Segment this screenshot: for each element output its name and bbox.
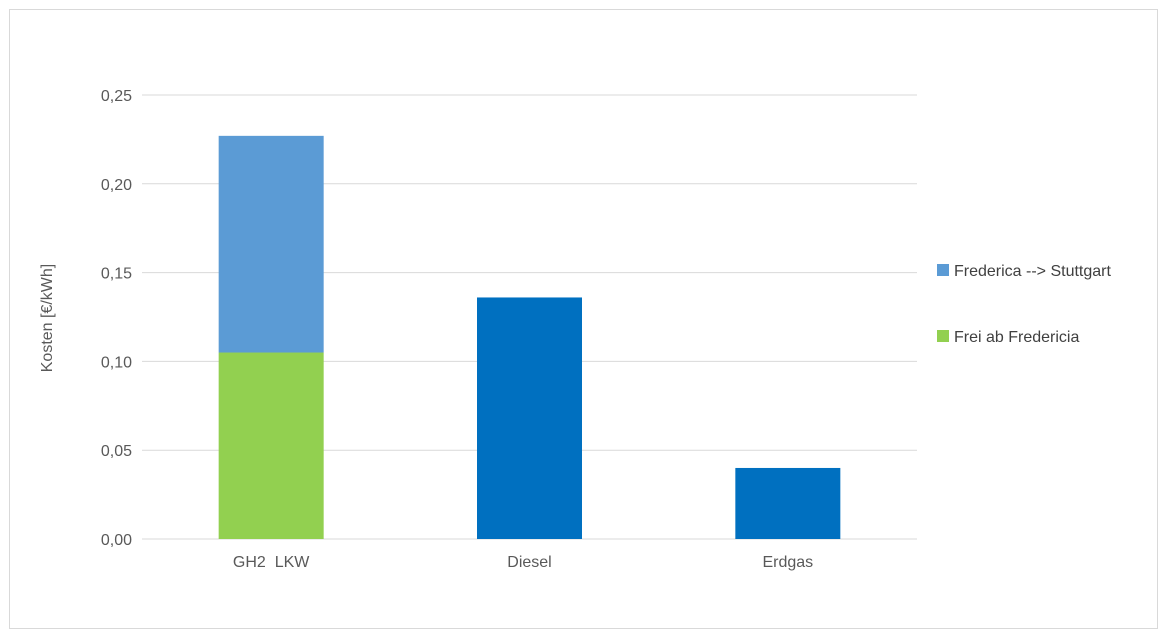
legend-label: Frederica --> Stuttgart	[954, 263, 1112, 280]
legend-label: Frei ab Fredericia	[954, 329, 1079, 346]
bars	[218, 135, 841, 539]
y-tick-label: 0,20	[101, 177, 132, 194]
x-tick-label: Erdgas	[762, 554, 813, 571]
chart-frame: 0,00 0,05 0,10 0,15 0,20 0,25 GH2 LKW Diesel Er…	[9, 9, 1158, 629]
y-tick-label: 0,15	[101, 266, 132, 283]
bar-gh2-lkw-s1	[218, 135, 324, 353]
x-tick-label: GH2 LKW	[233, 554, 310, 571]
y-tick-labels: 0,00 0,05 0,10 0,15 0,20 0,25	[101, 88, 132, 549]
legend-swatch	[937, 330, 949, 342]
chart-svg: 0,00 0,05 0,10 0,15 0,20 0,25 GH2 LKW Diesel Er…	[39, 88, 1112, 571]
legend-swatch	[937, 264, 949, 276]
y-tick-label: 0,10	[101, 354, 132, 371]
y-tick-label: 0,05	[101, 443, 132, 460]
y-tick-label: 0,25	[101, 88, 132, 105]
y-axis-title: Kosten [€/kWh]	[39, 264, 56, 373]
bar-diesel-s2	[477, 297, 582, 539]
y-tick-label: 0,00	[101, 532, 132, 549]
bar-gh2-lkw-s0	[218, 352, 324, 539]
legend: Frederica --> Stuttgart Frei ab Frederici…	[937, 263, 1112, 346]
bar-erdgas-s2	[735, 467, 841, 539]
x-tick-label: Diesel	[507, 554, 551, 571]
x-tick-labels: GH2 LKW Diesel Erdgas	[233, 554, 813, 571]
